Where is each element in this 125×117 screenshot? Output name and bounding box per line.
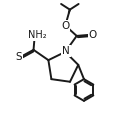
- Text: O: O: [61, 21, 69, 31]
- Text: NH₂: NH₂: [28, 30, 46, 40]
- Text: N: N: [62, 46, 70, 56]
- Text: S: S: [15, 52, 22, 62]
- Text: O: O: [89, 30, 97, 40]
